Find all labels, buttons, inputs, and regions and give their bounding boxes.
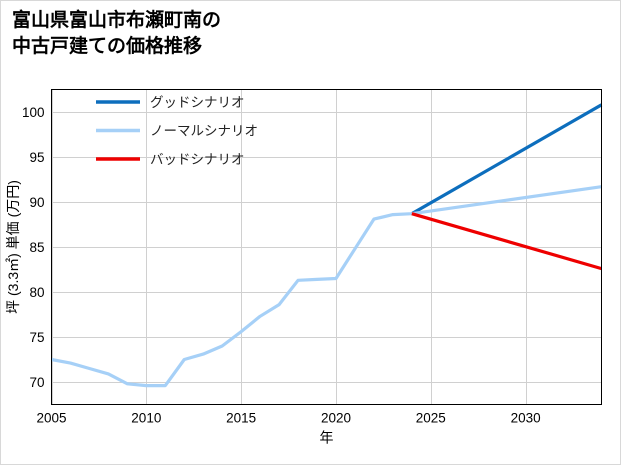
y-tick-label: 80 — [29, 285, 44, 300]
y-tick-label: 85 — [29, 240, 44, 255]
y-axis-title: 坪 (3.3㎡) 単価 (万円) — [5, 180, 21, 314]
x-axis-tick-labels: 2005 2010 2015 2020 2025 2030 — [36, 411, 540, 426]
x-axis-title: 年 — [320, 430, 334, 446]
y-tick-label: 90 — [29, 195, 44, 210]
plot-area-border — [50, 88, 603, 406]
legend-label: ノーマルシナリオ — [150, 124, 258, 139]
x-tick-label: 2030 — [511, 411, 541, 426]
y-tick-label: 100 — [22, 105, 45, 120]
y-axis-tick-labels: 70 75 80 85 90 95 100 — [22, 105, 45, 390]
gridlines — [51, 89, 602, 405]
legend-label: グッドシナリオ — [150, 95, 245, 110]
y-tick-label: 75 — [29, 330, 44, 345]
y-tick-label: 70 — [29, 375, 44, 390]
series-line — [51, 185, 602, 388]
x-tick-label: 2005 — [36, 411, 66, 426]
y-tick-label: 95 — [29, 150, 44, 165]
series-line — [411, 212, 602, 271]
x-tick-label: 2015 — [226, 411, 256, 426]
page-title: 富山県富山市布瀬町南の 中古戸建ての価格推移 — [12, 10, 222, 58]
legend-label: バッドシナリオ — [150, 152, 245, 167]
x-tick-label: 2010 — [131, 411, 161, 426]
series-line — [411, 103, 603, 216]
series-lines — [51, 103, 603, 388]
x-tick-label: 2020 — [321, 411, 351, 426]
x-tick-label: 2025 — [416, 411, 446, 426]
